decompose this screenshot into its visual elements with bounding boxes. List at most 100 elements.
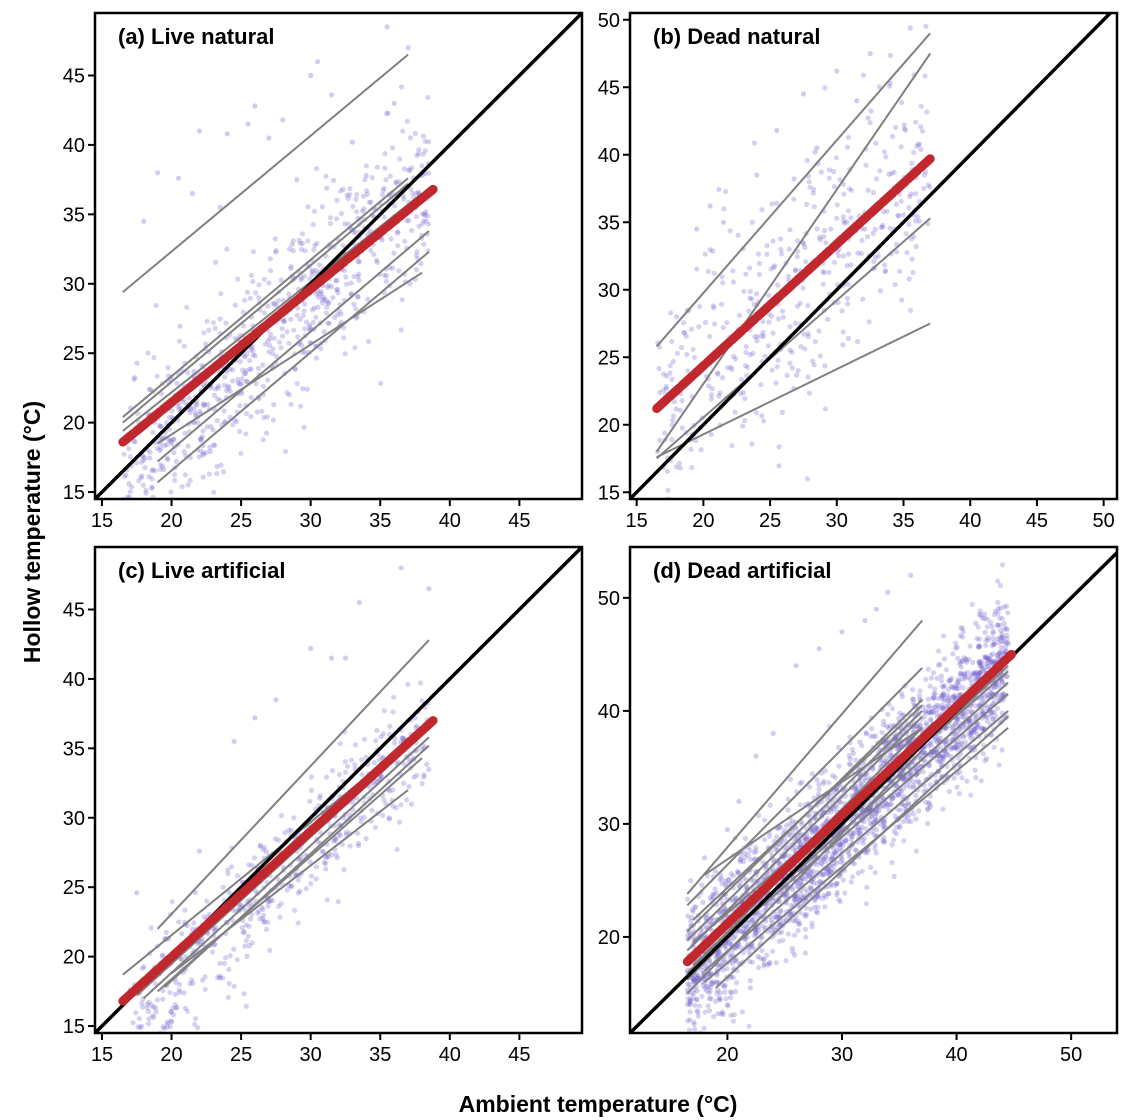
data-point bbox=[886, 83, 893, 89]
data-point bbox=[975, 674, 981, 680]
data-point bbox=[406, 784, 412, 790]
tree-regression-line bbox=[157, 271, 423, 445]
data-point bbox=[834, 880, 841, 887]
data-point bbox=[722, 984, 728, 990]
data-point bbox=[973, 714, 979, 721]
data-point bbox=[935, 702, 941, 709]
data-point bbox=[749, 219, 755, 225]
data-point bbox=[958, 744, 964, 750]
data-point bbox=[855, 827, 862, 833]
data-point bbox=[732, 933, 739, 939]
data-point bbox=[977, 644, 983, 650]
data-point bbox=[323, 298, 329, 304]
data-point bbox=[390, 787, 396, 793]
data-point bbox=[803, 258, 809, 265]
tree-regression-line bbox=[703, 727, 1009, 983]
data-point bbox=[822, 859, 829, 865]
data-point bbox=[785, 931, 792, 937]
data-point bbox=[910, 696, 916, 702]
tree-regression-line bbox=[692, 704, 923, 921]
identity-line bbox=[630, 13, 1113, 499]
data-point bbox=[422, 148, 428, 154]
data-point bbox=[257, 916, 263, 922]
data-point bbox=[266, 280, 272, 286]
data-point bbox=[253, 888, 259, 894]
data-point bbox=[975, 721, 981, 727]
plot-area bbox=[95, 13, 582, 521]
data-point bbox=[684, 352, 690, 358]
y-tick-label: 25 bbox=[598, 347, 620, 369]
y-tick-label: 40 bbox=[598, 145, 620, 167]
data-point bbox=[985, 663, 991, 670]
data-point bbox=[717, 990, 723, 996]
data-point bbox=[724, 320, 730, 326]
data-point bbox=[927, 782, 934, 788]
data-point bbox=[867, 50, 873, 57]
data-point bbox=[167, 989, 173, 996]
data-point bbox=[419, 163, 425, 169]
data-point bbox=[757, 955, 763, 961]
data-point bbox=[775, 282, 781, 288]
data-point bbox=[359, 772, 365, 778]
data-point bbox=[319, 849, 325, 855]
data-point bbox=[248, 347, 254, 353]
data-point bbox=[834, 804, 840, 810]
data-point bbox=[849, 874, 856, 880]
data-point bbox=[1002, 644, 1009, 651]
data-point bbox=[267, 335, 273, 341]
data-point bbox=[777, 236, 784, 242]
data-point bbox=[836, 897, 842, 903]
data-point bbox=[780, 937, 786, 943]
data-point bbox=[359, 757, 365, 763]
data-point bbox=[138, 459, 144, 465]
data-point bbox=[900, 818, 907, 825]
data-point bbox=[214, 471, 220, 477]
tree-regression-line bbox=[122, 192, 423, 432]
data-point bbox=[913, 816, 919, 822]
data-point bbox=[810, 190, 816, 196]
data-point bbox=[326, 299, 332, 305]
data-point bbox=[778, 909, 784, 915]
data-point bbox=[702, 251, 708, 257]
data-point bbox=[861, 819, 867, 825]
data-point bbox=[978, 662, 984, 669]
data-point bbox=[313, 355, 319, 361]
data-point bbox=[872, 870, 878, 876]
data-point bbox=[830, 773, 836, 779]
data-point bbox=[383, 177, 389, 183]
data-point bbox=[244, 378, 250, 384]
x-tick-label: 20 bbox=[716, 1044, 738, 1066]
data-point bbox=[893, 831, 900, 837]
data-point bbox=[295, 920, 301, 926]
data-point bbox=[193, 1016, 199, 1022]
data-point bbox=[230, 422, 236, 428]
data-point bbox=[422, 138, 428, 144]
data-point bbox=[380, 187, 386, 193]
data-point bbox=[867, 820, 873, 827]
data-point bbox=[845, 208, 852, 214]
data-point bbox=[271, 335, 277, 341]
data-point bbox=[907, 784, 913, 790]
data-point bbox=[728, 364, 734, 370]
data-point bbox=[138, 474, 144, 481]
data-point bbox=[168, 1018, 174, 1024]
data-point bbox=[344, 763, 351, 770]
data-point bbox=[355, 830, 361, 836]
data-point bbox=[969, 601, 975, 608]
data-point bbox=[876, 808, 882, 814]
data-point bbox=[826, 167, 833, 173]
tree-regression-line bbox=[143, 736, 430, 1000]
data-point bbox=[406, 217, 412, 223]
data-point bbox=[839, 838, 845, 845]
data-point bbox=[146, 516, 151, 521]
data-point bbox=[754, 334, 760, 340]
data-point bbox=[941, 683, 948, 689]
data-point bbox=[265, 338, 271, 344]
data-point bbox=[136, 478, 142, 484]
data-point bbox=[319, 300, 326, 306]
data-point bbox=[349, 139, 355, 145]
data-point bbox=[185, 482, 191, 488]
data-point bbox=[710, 891, 716, 897]
data-point bbox=[753, 931, 759, 937]
